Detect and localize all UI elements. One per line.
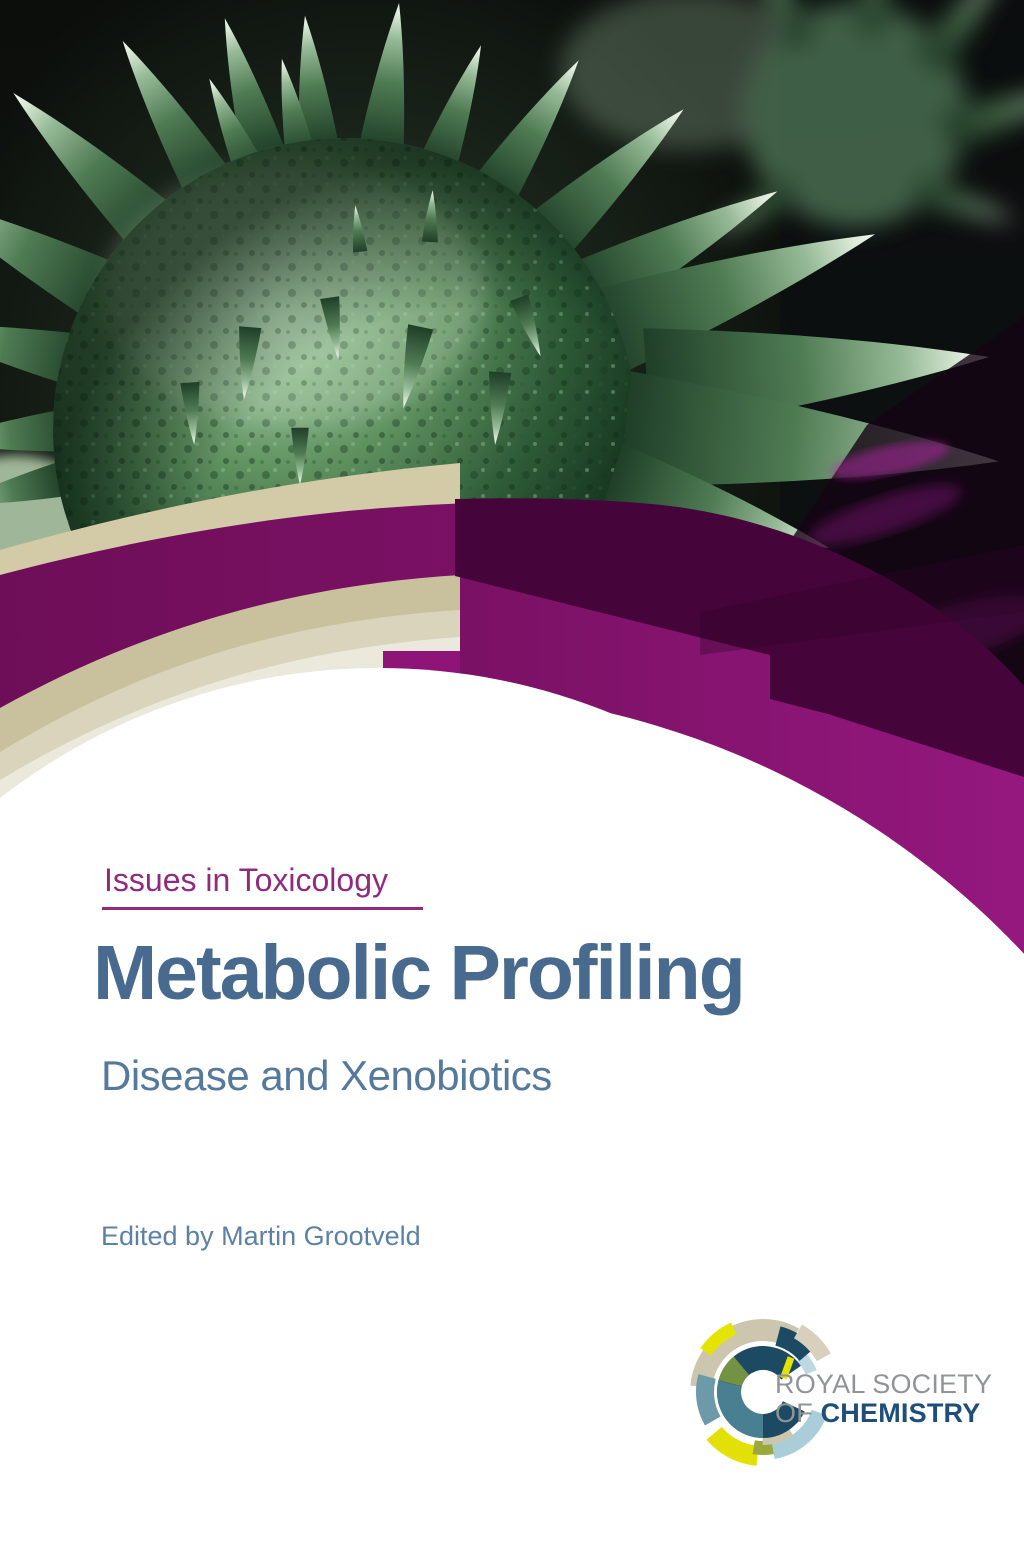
editor-credit: Edited by Martin Grootveld	[101, 1221, 421, 1251]
series-label: Issues in Toxicology	[104, 862, 388, 898]
publisher-line1: ROYAL SOCIETY	[775, 1369, 993, 1399]
publisher-line2: OF CHEMISTRY	[775, 1398, 981, 1428]
book-subtitle: Disease and Xenobiotics	[101, 1052, 552, 1099]
book-title: Metabolic Profiling	[93, 930, 746, 1016]
series-underline	[102, 907, 423, 910]
publisher-line2-name: CHEMISTRY	[820, 1398, 981, 1428]
background-virus-blur	[560, 0, 1024, 248]
publisher-name: ROYAL SOCIETY OF CHEMISTRY	[775, 1370, 992, 1428]
